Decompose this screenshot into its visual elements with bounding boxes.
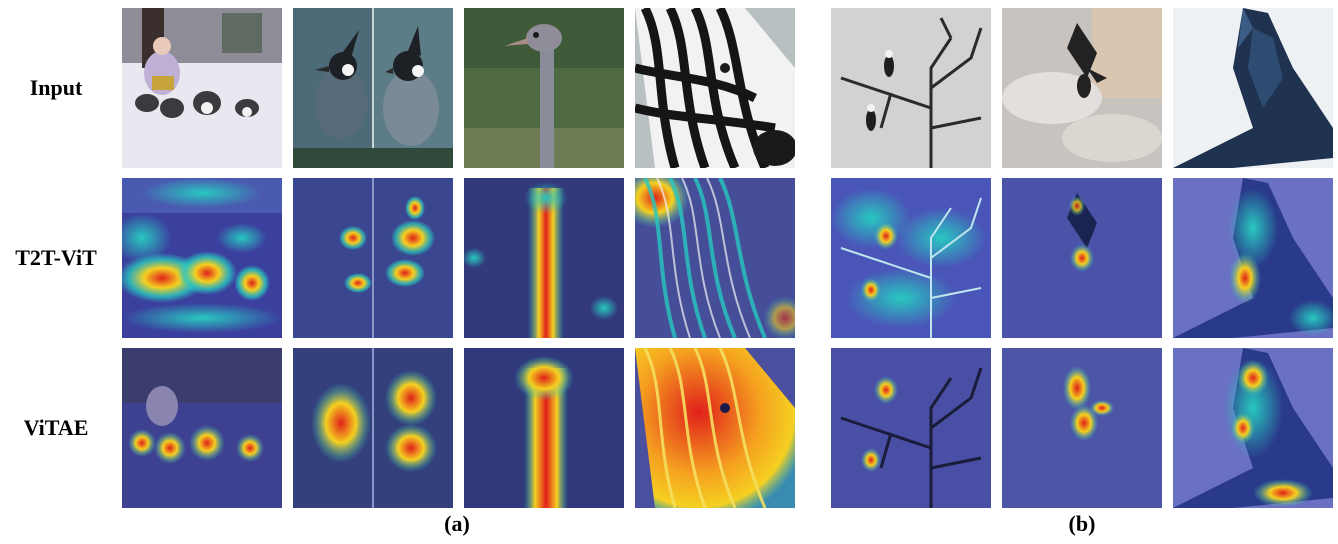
row-label-input: Input	[29, 75, 83, 100]
t2t-heatmap-crested-bird	[293, 178, 453, 338]
vitae-heatmap-eagles-branches	[831, 348, 991, 508]
input-image-sled-dogs	[122, 8, 282, 168]
vitae-heatmap-ostrich	[464, 348, 624, 508]
ostrich-icon	[464, 8, 624, 168]
t2t-heatmap-eagles-branches	[831, 178, 991, 338]
vitae-heatmap-eagle-closeup	[1173, 348, 1333, 508]
flying-eagle-icon	[1002, 8, 1162, 168]
sled-dogs-icon	[122, 8, 282, 168]
eagles-on-branches-icon	[831, 8, 991, 168]
t2t-heatmap-eagle-closeup	[1173, 178, 1333, 338]
input-image-eagles-branches	[831, 8, 991, 168]
eagle-closeup-icon	[1173, 8, 1333, 168]
input-image-flying-eagle	[1002, 8, 1162, 168]
vitae-heatmap-zebra	[635, 348, 795, 508]
vitae-heatmap-sled-dogs	[122, 348, 282, 508]
input-image-eagle-closeup	[1173, 8, 1333, 168]
input-image-crested-bird	[293, 8, 453, 168]
panel-label-a: (a)	[444, 511, 470, 536]
crested-bird-icon	[293, 8, 453, 168]
t2t-heatmap-sled-dogs	[122, 178, 282, 338]
row-label-t2t-vit: T2T-ViT	[15, 245, 97, 270]
vitae-heatmap-crested-bird	[293, 348, 453, 508]
t2t-heatmap-flying-eagle	[1002, 178, 1162, 338]
input-image-zebra	[635, 8, 795, 168]
t2t-heatmap-zebra	[635, 178, 795, 338]
row-label-vitae: ViTAE	[23, 415, 89, 440]
vitae-heatmap-flying-eagle	[1002, 348, 1162, 508]
zebra-icon	[635, 8, 795, 168]
t2t-heatmap-ostrich	[464, 178, 624, 338]
panel-label-b: (b)	[1068, 511, 1096, 536]
input-image-ostrich	[464, 8, 624, 168]
